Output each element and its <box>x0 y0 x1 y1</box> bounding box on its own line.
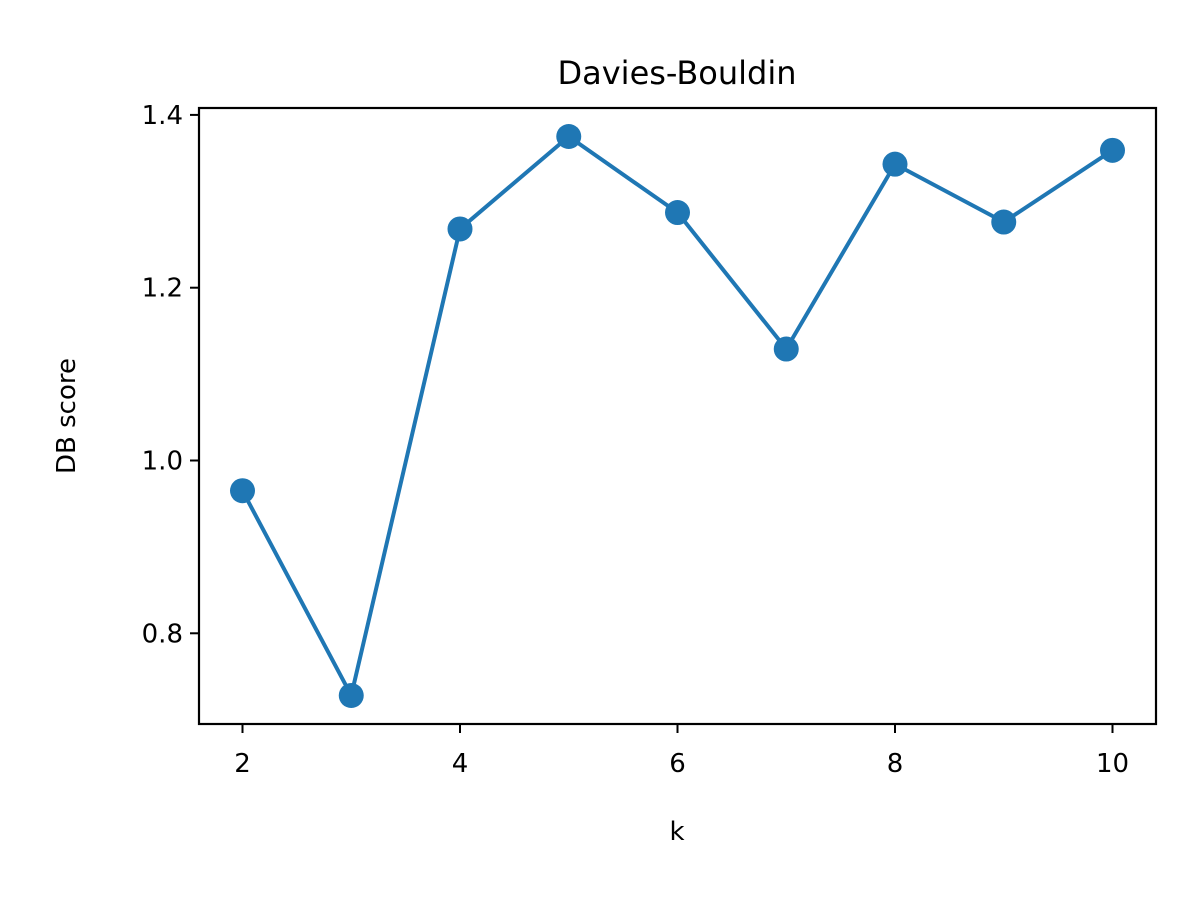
y-tick-label: 1.4 <box>142 101 183 131</box>
plot-area <box>230 124 1125 708</box>
data-point <box>773 336 799 362</box>
y-tick-label: 1.0 <box>142 446 183 476</box>
data-point <box>665 200 690 226</box>
x-tick-label: 2 <box>234 749 251 779</box>
y-tick-label: 1.2 <box>142 274 183 304</box>
data-point <box>882 151 908 177</box>
y-axis-label: DB score <box>52 358 82 474</box>
x-axis-label: k <box>669 817 684 847</box>
data-point <box>447 216 473 242</box>
x-tick-label: 8 <box>887 749 904 779</box>
data-point <box>1100 137 1125 163</box>
x-tick-label: 4 <box>452 749 469 779</box>
data-point <box>230 478 255 504</box>
chart-title: Davies-Bouldin <box>557 54 796 92</box>
data-point <box>556 124 582 150</box>
y-axis: 0.8 1.0 1.2 1.4 <box>142 101 199 649</box>
x-tick-label: 10 <box>1096 749 1129 779</box>
y-tick-label: 0.8 <box>142 619 183 649</box>
data-point <box>991 209 1017 235</box>
x-axis: 2 4 6 8 10 <box>234 724 1129 779</box>
x-tick-label: 6 <box>669 749 686 779</box>
data-point <box>338 682 364 708</box>
